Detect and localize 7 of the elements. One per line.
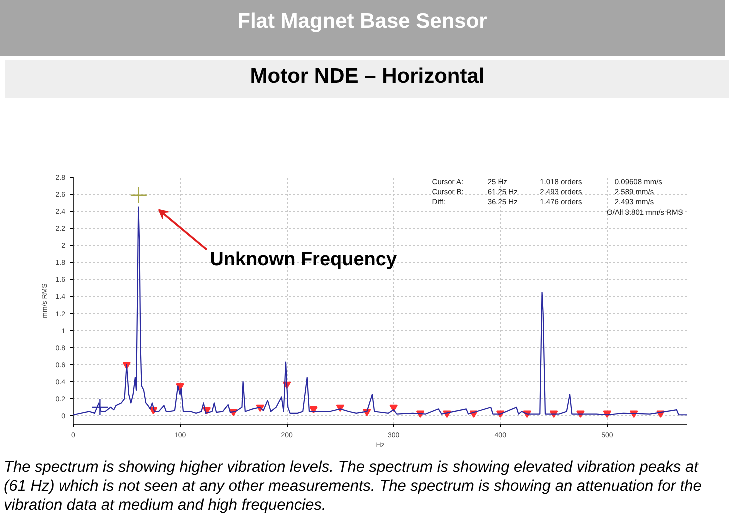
point bbox=[92, 398, 109, 416]
point bbox=[390, 404, 398, 412]
annotation: Unknown Frequency bbox=[210, 250, 398, 271]
point bbox=[130, 186, 148, 204]
text: The spectrum is showing higher vibration levels. The spectrum is showing elevated vibration peaks at (61 Hz) which is not seen at any other measurements. The spectrum is showing an attenuation for the vibration data at medium and high frequencies. bbox=[4, 458, 703, 515]
chart-subtitle: Motor NDE – Horizontal bbox=[250, 64, 485, 90]
chart-title: Flat Magnet Base Sensor bbox=[238, 9, 488, 35]
